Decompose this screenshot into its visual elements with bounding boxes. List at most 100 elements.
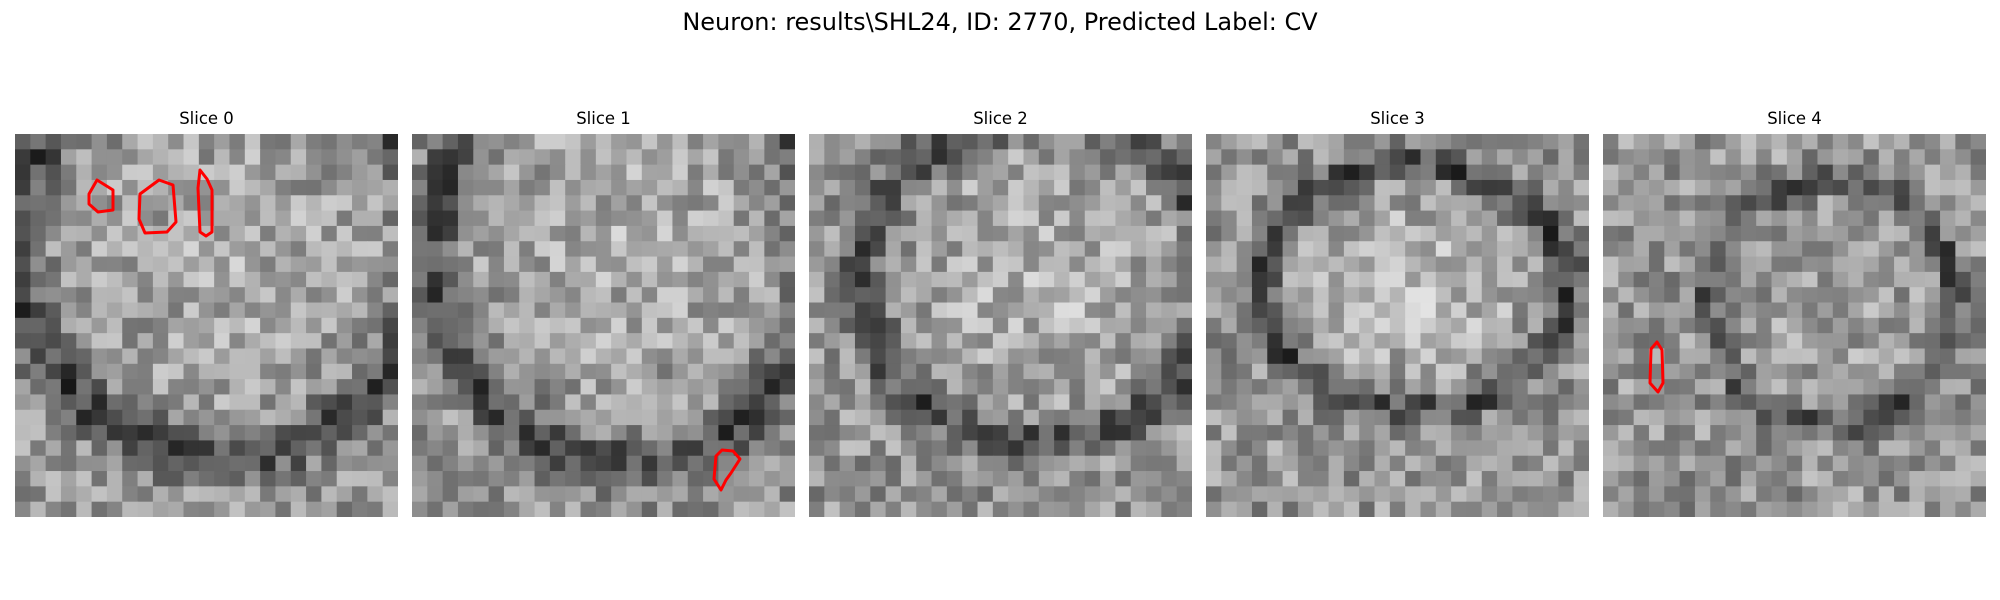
image-pixel [1648, 271, 1665, 288]
image-pixel [1497, 302, 1513, 319]
image-pixel [839, 425, 856, 441]
image-pixel [626, 134, 643, 150]
image-pixel [137, 317, 154, 334]
image-pixel [641, 302, 658, 319]
image-pixel [412, 394, 428, 411]
image-pixel [809, 179, 825, 196]
image-pixel [519, 486, 536, 503]
image-pixel [1100, 302, 1116, 319]
image-pixel [60, 471, 77, 487]
image-pixel [1054, 333, 1071, 350]
image-pixel [1970, 179, 1986, 196]
image-pixel [992, 287, 1009, 304]
image-pixel [1084, 164, 1101, 181]
image-pixel [1038, 195, 1055, 212]
image-pixel [870, 348, 887, 365]
image-pixel [595, 501, 612, 517]
image-pixel [1848, 440, 1865, 457]
image-pixel [1297, 440, 1314, 457]
image-pixel [672, 348, 689, 365]
image-pixel [1603, 271, 1619, 288]
image-pixel [1955, 164, 1972, 181]
image-pixel [306, 164, 322, 181]
image-pixel [183, 501, 200, 517]
image-pixel [457, 302, 474, 319]
image-pixel [1297, 225, 1314, 242]
image-pixel [1466, 486, 1483, 503]
image-pixel [91, 409, 108, 426]
image-pixel [733, 271, 750, 288]
image-pixel [657, 501, 674, 517]
image-pixel [824, 379, 841, 396]
image-pixel [1084, 302, 1101, 319]
image-pixel [1725, 348, 1742, 365]
image-pixel [1694, 471, 1711, 487]
image-pixel [1940, 440, 1956, 457]
image-pixel [595, 134, 612, 150]
image-pixel [1527, 210, 1544, 227]
image-pixel [306, 363, 322, 380]
image-pixel [1359, 256, 1376, 273]
image-pixel [1679, 195, 1696, 212]
image-pixel [611, 179, 628, 196]
image-pixel [1206, 271, 1222, 288]
image-pixel [1405, 271, 1422, 288]
image-pixel [1481, 302, 1498, 319]
image-pixel [1848, 210, 1865, 227]
image-pixel [595, 379, 612, 396]
image-pixel [336, 225, 353, 242]
image-pixel [1008, 379, 1025, 396]
image-pixel [1633, 501, 1650, 517]
image-pixel [457, 455, 474, 472]
image-pixel [764, 210, 781, 227]
image-pixel [839, 225, 856, 242]
image-pixel [1924, 256, 1941, 273]
image-pixel [1756, 486, 1773, 503]
image-pixel [1451, 179, 1468, 196]
image-pixel [1405, 164, 1422, 181]
image-pixel [1282, 363, 1299, 380]
image-pixel [687, 287, 704, 304]
image-pixel [854, 409, 871, 426]
image-pixel [137, 164, 154, 181]
image-pixel [106, 210, 123, 227]
image-pixel [1069, 425, 1086, 441]
image-pixel [672, 271, 689, 288]
image-pixel [1130, 486, 1147, 503]
image-pixel [1618, 287, 1635, 304]
image-pixel [1527, 455, 1544, 472]
image-pixel [1435, 134, 1452, 150]
image-pixel [1603, 241, 1619, 258]
image-pixel [1497, 149, 1513, 166]
image-pixel [565, 440, 582, 457]
image-pixel [1497, 394, 1513, 411]
image-pixel [718, 425, 735, 441]
image-pixel [1940, 179, 1956, 196]
image-pixel [321, 210, 338, 227]
image-pixel [1817, 317, 1834, 334]
image-pixel [1648, 379, 1665, 396]
image-pixel [1359, 302, 1376, 319]
image-pixel [352, 256, 368, 273]
image-pixel [519, 287, 536, 304]
image-pixel [977, 425, 994, 441]
image-pixel [1832, 164, 1849, 181]
image-pixel [1146, 287, 1162, 304]
image-pixel [1161, 348, 1178, 365]
image-pixel [1618, 455, 1635, 472]
image-pixel [1420, 164, 1437, 181]
image-pixel [1558, 501, 1575, 517]
image-pixel [1832, 241, 1849, 258]
image-pixel [1603, 149, 1619, 166]
image-pixel [91, 363, 108, 380]
image-pixel [1802, 134, 1819, 150]
slice-panel-4: Slice 4 [1603, 108, 1986, 525]
image-pixel [1008, 440, 1025, 457]
image-pixel [1940, 149, 1956, 166]
image-pixel [1848, 394, 1865, 411]
image-pixel [168, 179, 185, 196]
image-pixel [1802, 241, 1819, 258]
image-pixel [1512, 164, 1529, 181]
image-pixel [1909, 179, 1926, 196]
image-pixel [885, 179, 902, 196]
